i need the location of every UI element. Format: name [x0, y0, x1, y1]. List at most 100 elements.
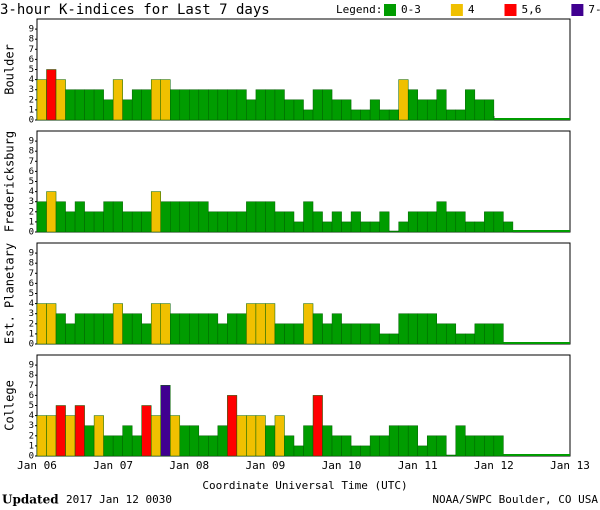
bar: [436, 89, 447, 121]
y-tick-label: 8: [29, 35, 34, 45]
bar: [255, 303, 266, 345]
y-tick-label: 2: [29, 95, 34, 105]
y-tick-label: 6: [29, 167, 34, 177]
bar: [131, 89, 142, 121]
bar: [236, 211, 247, 233]
y-tick-label: 7: [29, 157, 34, 167]
bar: [131, 313, 142, 345]
bar: [446, 109, 457, 121]
bar: [93, 211, 104, 233]
bar: [360, 109, 371, 121]
bar: [112, 435, 123, 457]
bar: [455, 425, 466, 457]
bar: [141, 211, 152, 233]
bar: [36, 415, 47, 457]
bar: [103, 99, 114, 121]
bar: [265, 89, 276, 121]
bar: [312, 395, 323, 457]
bar: [303, 109, 314, 121]
bar: [322, 221, 333, 233]
bar: [198, 313, 209, 345]
y-tick-label: 5: [29, 289, 34, 299]
bar: [407, 313, 418, 345]
legend-swatch: [450, 4, 463, 16]
bar: [417, 313, 428, 345]
bar: [493, 211, 504, 233]
bar: [350, 445, 361, 457]
x-tick-label: Jan 09: [246, 459, 286, 472]
panel-label: Fredericksburg: [3, 131, 17, 232]
x-tick-label: Jan 11: [398, 459, 438, 472]
bar: [208, 211, 219, 233]
bar: [312, 211, 323, 233]
chart-title: 3-hour K-indices for Last 7 days: [0, 2, 270, 18]
bar: [398, 79, 409, 121]
bar: [112, 201, 123, 233]
bar: [388, 109, 399, 121]
bar: [455, 109, 466, 121]
bar: [122, 99, 133, 121]
bar: [65, 415, 76, 457]
bar: [65, 89, 76, 121]
legend-swatch: [571, 4, 584, 16]
bar: [436, 201, 447, 233]
y-tick-label: 9: [29, 25, 34, 35]
bar: [484, 99, 495, 121]
bar: [65, 323, 76, 345]
y-tick-label: 1: [29, 441, 34, 451]
bar: [179, 425, 190, 457]
bar: [122, 425, 133, 457]
panel-label: Est. Planetary: [3, 243, 17, 344]
bar: [388, 425, 399, 457]
bar: [379, 211, 390, 233]
y-tick-label: 2: [29, 319, 34, 329]
bar: [284, 323, 295, 345]
y-tick-label: 4: [29, 187, 34, 197]
bar: [465, 435, 476, 457]
bar: [503, 221, 514, 233]
bar: [465, 89, 476, 121]
bar: [122, 313, 133, 345]
bar: [93, 313, 104, 345]
bar: [93, 415, 104, 457]
bar: [265, 425, 276, 457]
bar: [484, 323, 495, 345]
bar: [293, 221, 304, 233]
bar: [46, 191, 57, 233]
bar: [360, 445, 371, 457]
bar: [217, 89, 228, 121]
bar: [55, 313, 66, 345]
bar: [208, 89, 219, 121]
bar: [112, 303, 123, 345]
bar: [236, 313, 247, 345]
y-tick-label: 8: [29, 147, 34, 157]
y-tick-label: 5: [29, 177, 34, 187]
bar: [55, 405, 66, 457]
bar: [74, 313, 85, 345]
bar: [350, 109, 361, 121]
bar: [46, 69, 57, 121]
bar: [284, 435, 295, 457]
bar: [265, 201, 276, 233]
bar: [398, 425, 409, 457]
legend-label: 7-9: [588, 3, 600, 16]
bar: [36, 79, 47, 121]
bar: [331, 99, 342, 121]
y-tick-label: 9: [29, 249, 34, 259]
bar: [198, 435, 209, 457]
bar: [274, 89, 285, 121]
bar: [379, 435, 390, 457]
bar: [150, 415, 161, 457]
bar: [388, 333, 399, 345]
bar: [360, 323, 371, 345]
legend-label: 4: [468, 3, 475, 16]
legend-label: 5,6: [522, 3, 542, 16]
bar: [189, 89, 200, 121]
bar: [246, 303, 257, 345]
bar: [170, 201, 181, 233]
bar: [103, 435, 114, 457]
bar: [84, 313, 95, 345]
bar: [388, 230, 399, 233]
bar: [407, 425, 418, 457]
bar: [293, 445, 304, 457]
